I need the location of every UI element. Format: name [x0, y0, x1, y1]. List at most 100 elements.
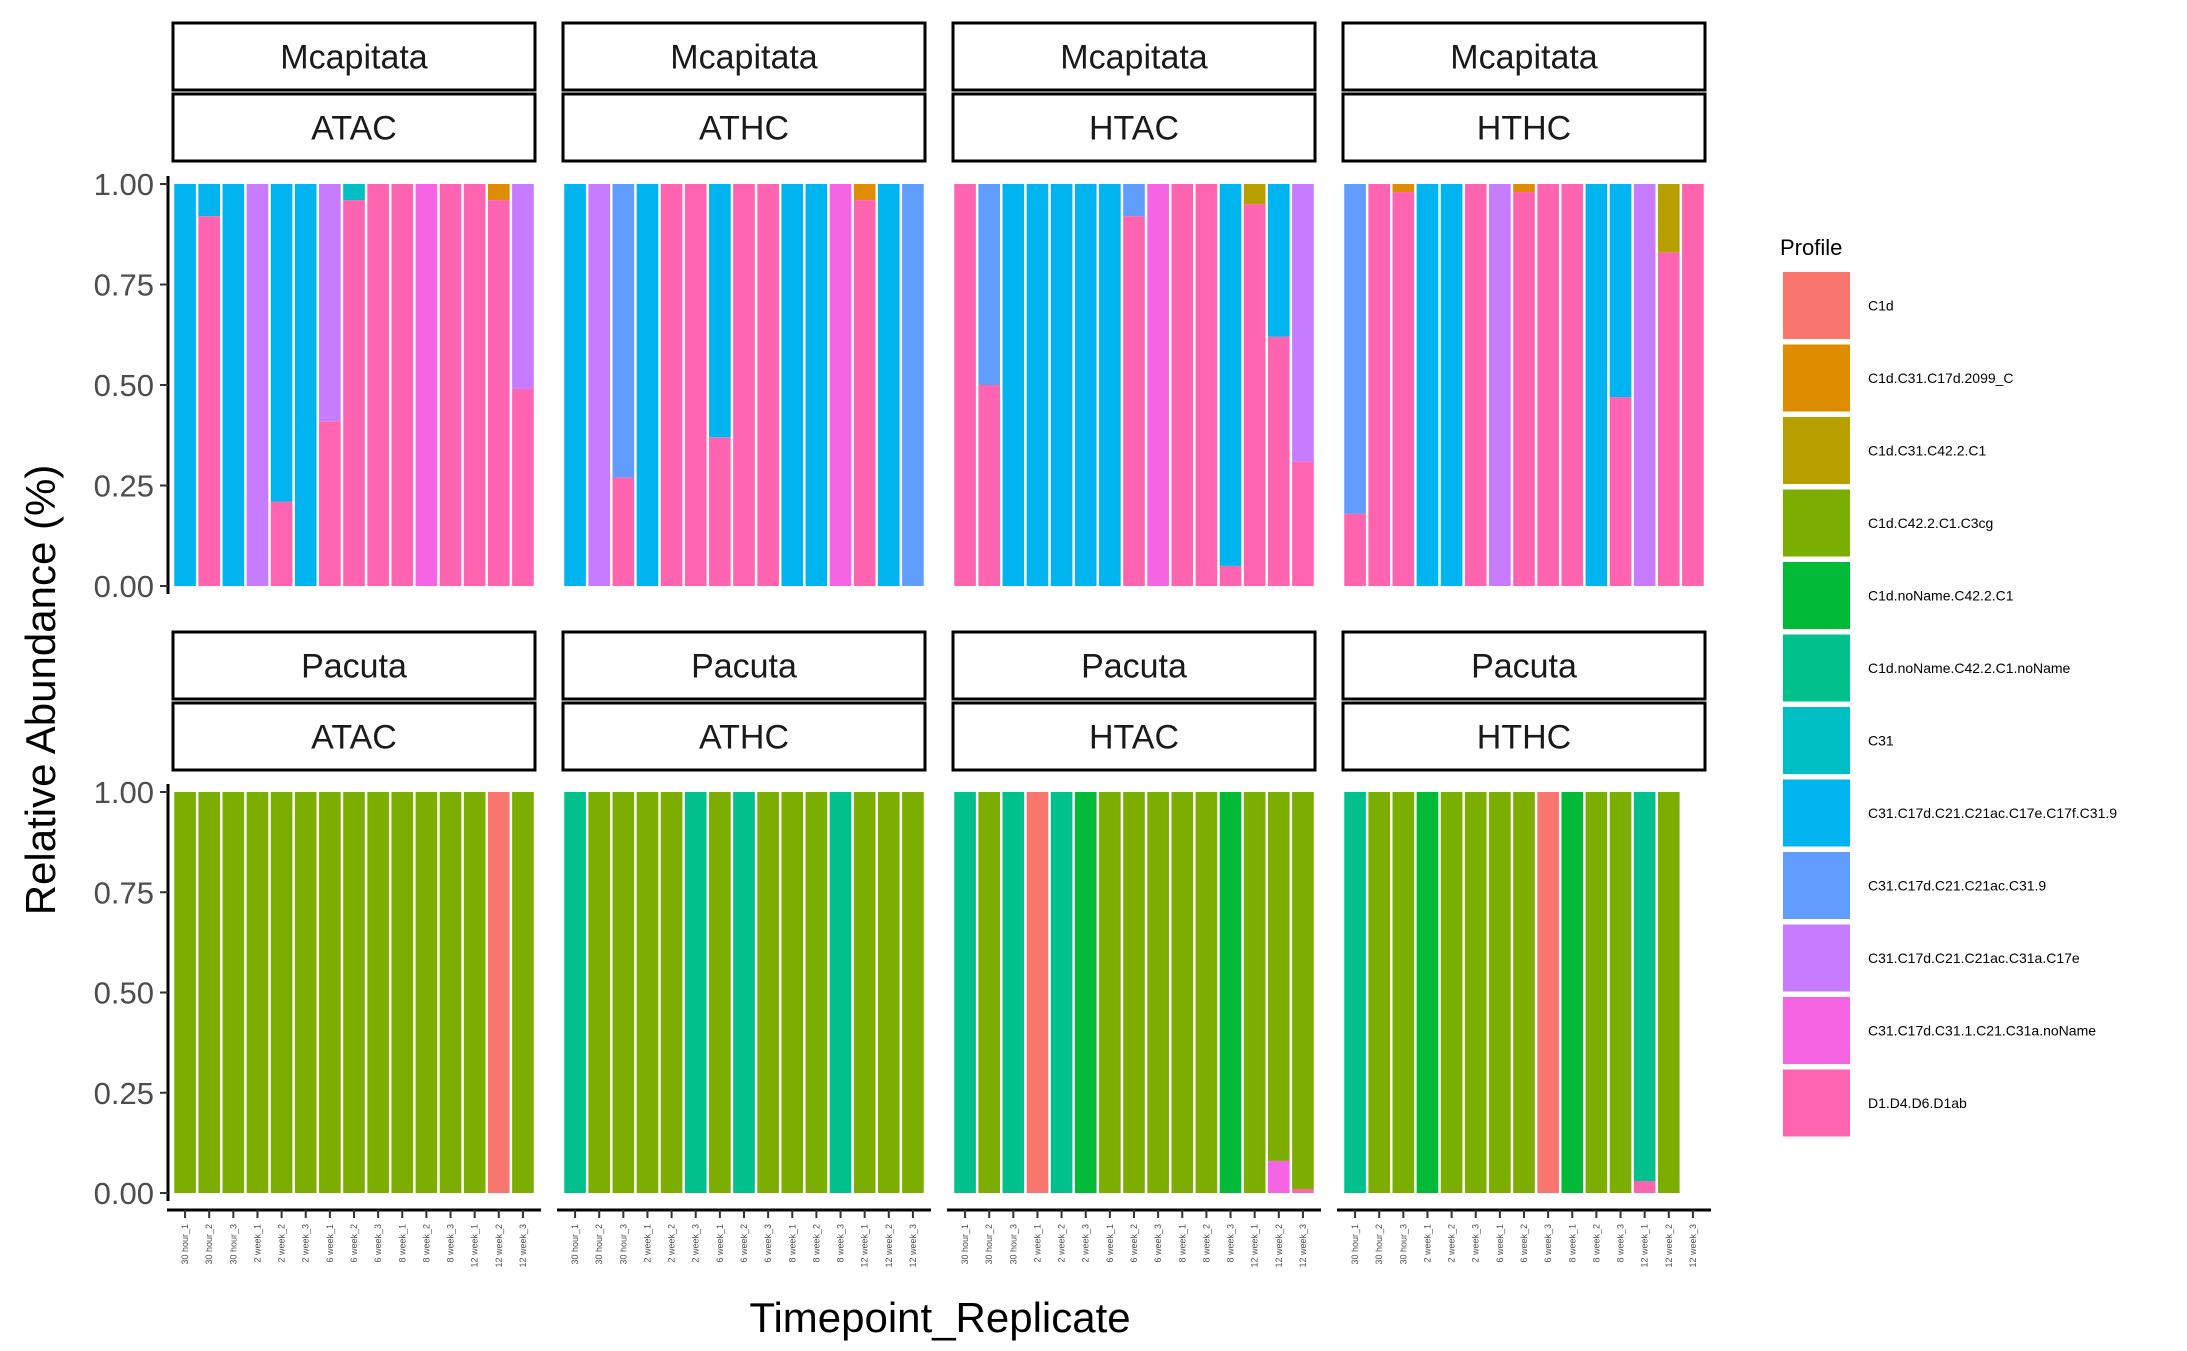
strip-species-box — [561, 630, 927, 701]
bar-segment — [319, 421, 341, 586]
bar-segment — [1537, 184, 1559, 586]
bar-segment — [1026, 184, 1049, 586]
bar-segment — [978, 385, 1001, 586]
legend-label: C31.C17d.C21.C21ac.C31a.C17e — [1868, 950, 2080, 966]
strip-species-label: Mcapitata — [1060, 39, 1207, 77]
bar-segment — [198, 216, 221, 586]
bar-segment — [463, 792, 486, 1193]
bar-segment — [1219, 792, 1242, 1193]
legend-label: C1d.C42.2.C1.C3cg — [1868, 515, 1993, 531]
bar-segment — [1074, 184, 1097, 586]
y-tick-label: 0.75 — [94, 268, 154, 303]
legend-label: C31 — [1868, 733, 1894, 749]
bar-segment — [902, 792, 924, 1193]
strip-treatment-box — [561, 92, 927, 163]
strip-species-box — [561, 21, 927, 92]
bar-segment — [709, 792, 731, 1193]
legend-swatch — [1783, 344, 1850, 412]
strip-species-label: Mcapitata — [280, 39, 427, 77]
bar-segment — [1123, 216, 1145, 586]
bar-segment — [612, 184, 635, 478]
legend-swatch — [1783, 779, 1850, 847]
x-tick-label: 30 hour_2 — [204, 1224, 214, 1265]
legend-swatch — [1783, 634, 1850, 702]
bar-segment — [319, 184, 341, 422]
panel-pacuta-htac: Pacuta HTAC 30 hour_1 30 hour_2 30 hour_3 2 w… — [947, 630, 1321, 1268]
legend-title: Profile — [1780, 235, 1842, 260]
bar-segment — [1147, 184, 1169, 586]
legend-item: C1d.noName.C42.2.C1.noName — [1783, 634, 2071, 702]
bar-segment — [588, 184, 611, 586]
bar-segment — [222, 792, 245, 1193]
bar-segment — [1344, 792, 1366, 1193]
panel-mcapitata-hthc: Mcapitata HTHC — [1341, 21, 1707, 587]
panel-mcapitata-atac: Mcapitata ATAC 0.00 0.25 0.50 0.75 1.00 — [94, 21, 537, 604]
x-tick-label: 8 week_2 — [811, 1224, 821, 1263]
x-tick-label: 2 week_2 — [667, 1224, 677, 1263]
strip-species-label: Pacuta — [1471, 648, 1577, 686]
x-tick-label: 12 week_3 — [1298, 1224, 1308, 1268]
strip-treatment-box — [171, 701, 537, 772]
legend-label: C1d.C31.C42.2.C1 — [1868, 443, 1987, 459]
bar-segment — [1171, 792, 1194, 1193]
strip-treatment-label: ATHC — [699, 110, 789, 148]
strip-species-box — [951, 21, 1317, 92]
x-tick-label: 6 week_1 — [715, 1224, 725, 1263]
bar-segment — [1026, 792, 1049, 1193]
strip-treatment-label: HTAC — [1089, 110, 1179, 148]
bar-segment — [853, 184, 876, 201]
bar-segment — [294, 184, 317, 586]
strip-species-label: Pacuta — [1081, 648, 1187, 686]
bar-segment — [853, 792, 876, 1193]
legend-swatch — [1783, 1069, 1850, 1137]
strip-treatment-label: HTHC — [1477, 719, 1571, 757]
bar-segment — [954, 184, 976, 586]
strip-treatment-box — [951, 92, 1317, 163]
bar-segment — [343, 200, 365, 586]
bar-segment — [877, 184, 900, 586]
bar-segment — [1440, 184, 1463, 586]
bar-segment — [781, 184, 804, 586]
bar-segment — [1561, 184, 1584, 586]
legend-swatch — [1783, 924, 1850, 992]
bar-segment — [1002, 792, 1025, 1193]
x-tick-label: 8 week_3 — [1616, 1224, 1626, 1263]
bar-segment — [222, 184, 245, 586]
bar-segment — [1171, 184, 1194, 586]
bar-segment — [684, 792, 707, 1193]
legend-label: D1.D4.D6.D1ab — [1868, 1095, 1967, 1111]
bar-segment — [709, 184, 731, 438]
legend-swatch — [1783, 997, 1850, 1064]
bar-segment — [512, 792, 534, 1193]
x-tick-label: 30 hour_2 — [1374, 1224, 1384, 1265]
y-tick-label: 0.00 — [94, 1176, 154, 1211]
bar-segment — [1585, 184, 1608, 586]
bar-segment — [853, 200, 876, 586]
bar-segment — [1464, 792, 1487, 1193]
bar-segment — [1657, 184, 1680, 253]
x-axis-title: Timepoint_Replicate — [749, 1294, 1130, 1341]
bar-segment — [709, 437, 731, 586]
bar-segment — [1657, 252, 1680, 586]
bar-segment — [1464, 184, 1487, 586]
bar-segment — [439, 184, 462, 586]
strip-species-box — [171, 630, 537, 701]
legend-swatch — [1783, 707, 1850, 774]
bar-segment — [1099, 792, 1121, 1193]
x-tick-label: 30 hour_2 — [594, 1224, 604, 1265]
x-tick-label: 2 week_2 — [277, 1224, 287, 1263]
strip-treatment-box — [561, 701, 927, 772]
bar-segment — [246, 792, 269, 1193]
y-tick-label: 0.75 — [94, 875, 154, 910]
legend-swatch — [1783, 562, 1850, 629]
legend-item: C31.C17d.C21.C21ac.C17e.C17f.C31.9 — [1783, 779, 2117, 847]
legend-swatch — [1783, 852, 1850, 919]
bar-segment — [660, 792, 683, 1193]
legend-swatch — [1783, 489, 1850, 557]
x-tick-label: 6 week_2 — [1519, 1224, 1529, 1263]
bar-segment — [1585, 792, 1608, 1193]
y-tick-label: 0.25 — [94, 469, 154, 504]
legend-item: C1d.C31.C17d.2099_C — [1783, 344, 2014, 412]
bar-segment — [1219, 565, 1242, 586]
bar-segment — [902, 184, 924, 586]
